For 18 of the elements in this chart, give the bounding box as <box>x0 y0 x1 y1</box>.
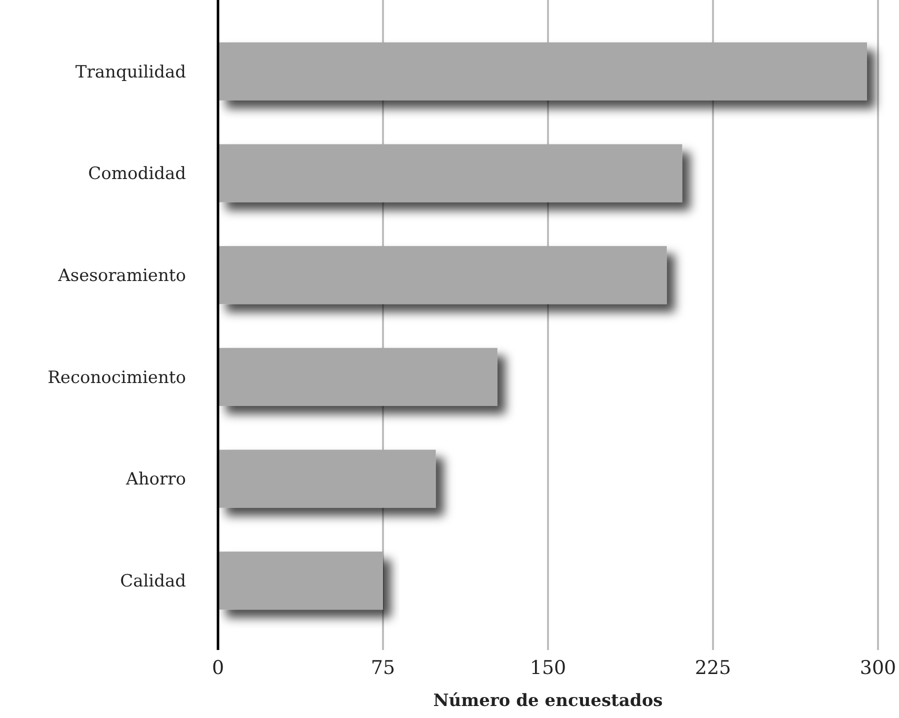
bar <box>218 450 436 508</box>
y-tick-label: Ahorro <box>125 470 186 490</box>
y-tick-label: Calidad <box>120 572 186 592</box>
bar <box>218 42 867 100</box>
x-tick-label: 75 <box>370 657 396 679</box>
x-tick-label: 150 <box>530 657 566 679</box>
x-axis-title: Número de encuestados <box>433 691 663 711</box>
bar <box>218 552 383 610</box>
bar <box>218 348 498 406</box>
y-tick-label: Tranquilidad <box>75 62 186 82</box>
y-tick-label: Comodidad <box>88 164 186 184</box>
bar <box>218 144 682 202</box>
x-tick-label: 0 <box>212 657 224 679</box>
y-tick-label: Asesoramiento <box>57 266 186 286</box>
y-tick-label: Reconocimiento <box>48 368 186 388</box>
x-tick-label: 225 <box>694 657 732 679</box>
x-tick-label: 300 <box>860 657 896 679</box>
bar <box>218 246 667 304</box>
